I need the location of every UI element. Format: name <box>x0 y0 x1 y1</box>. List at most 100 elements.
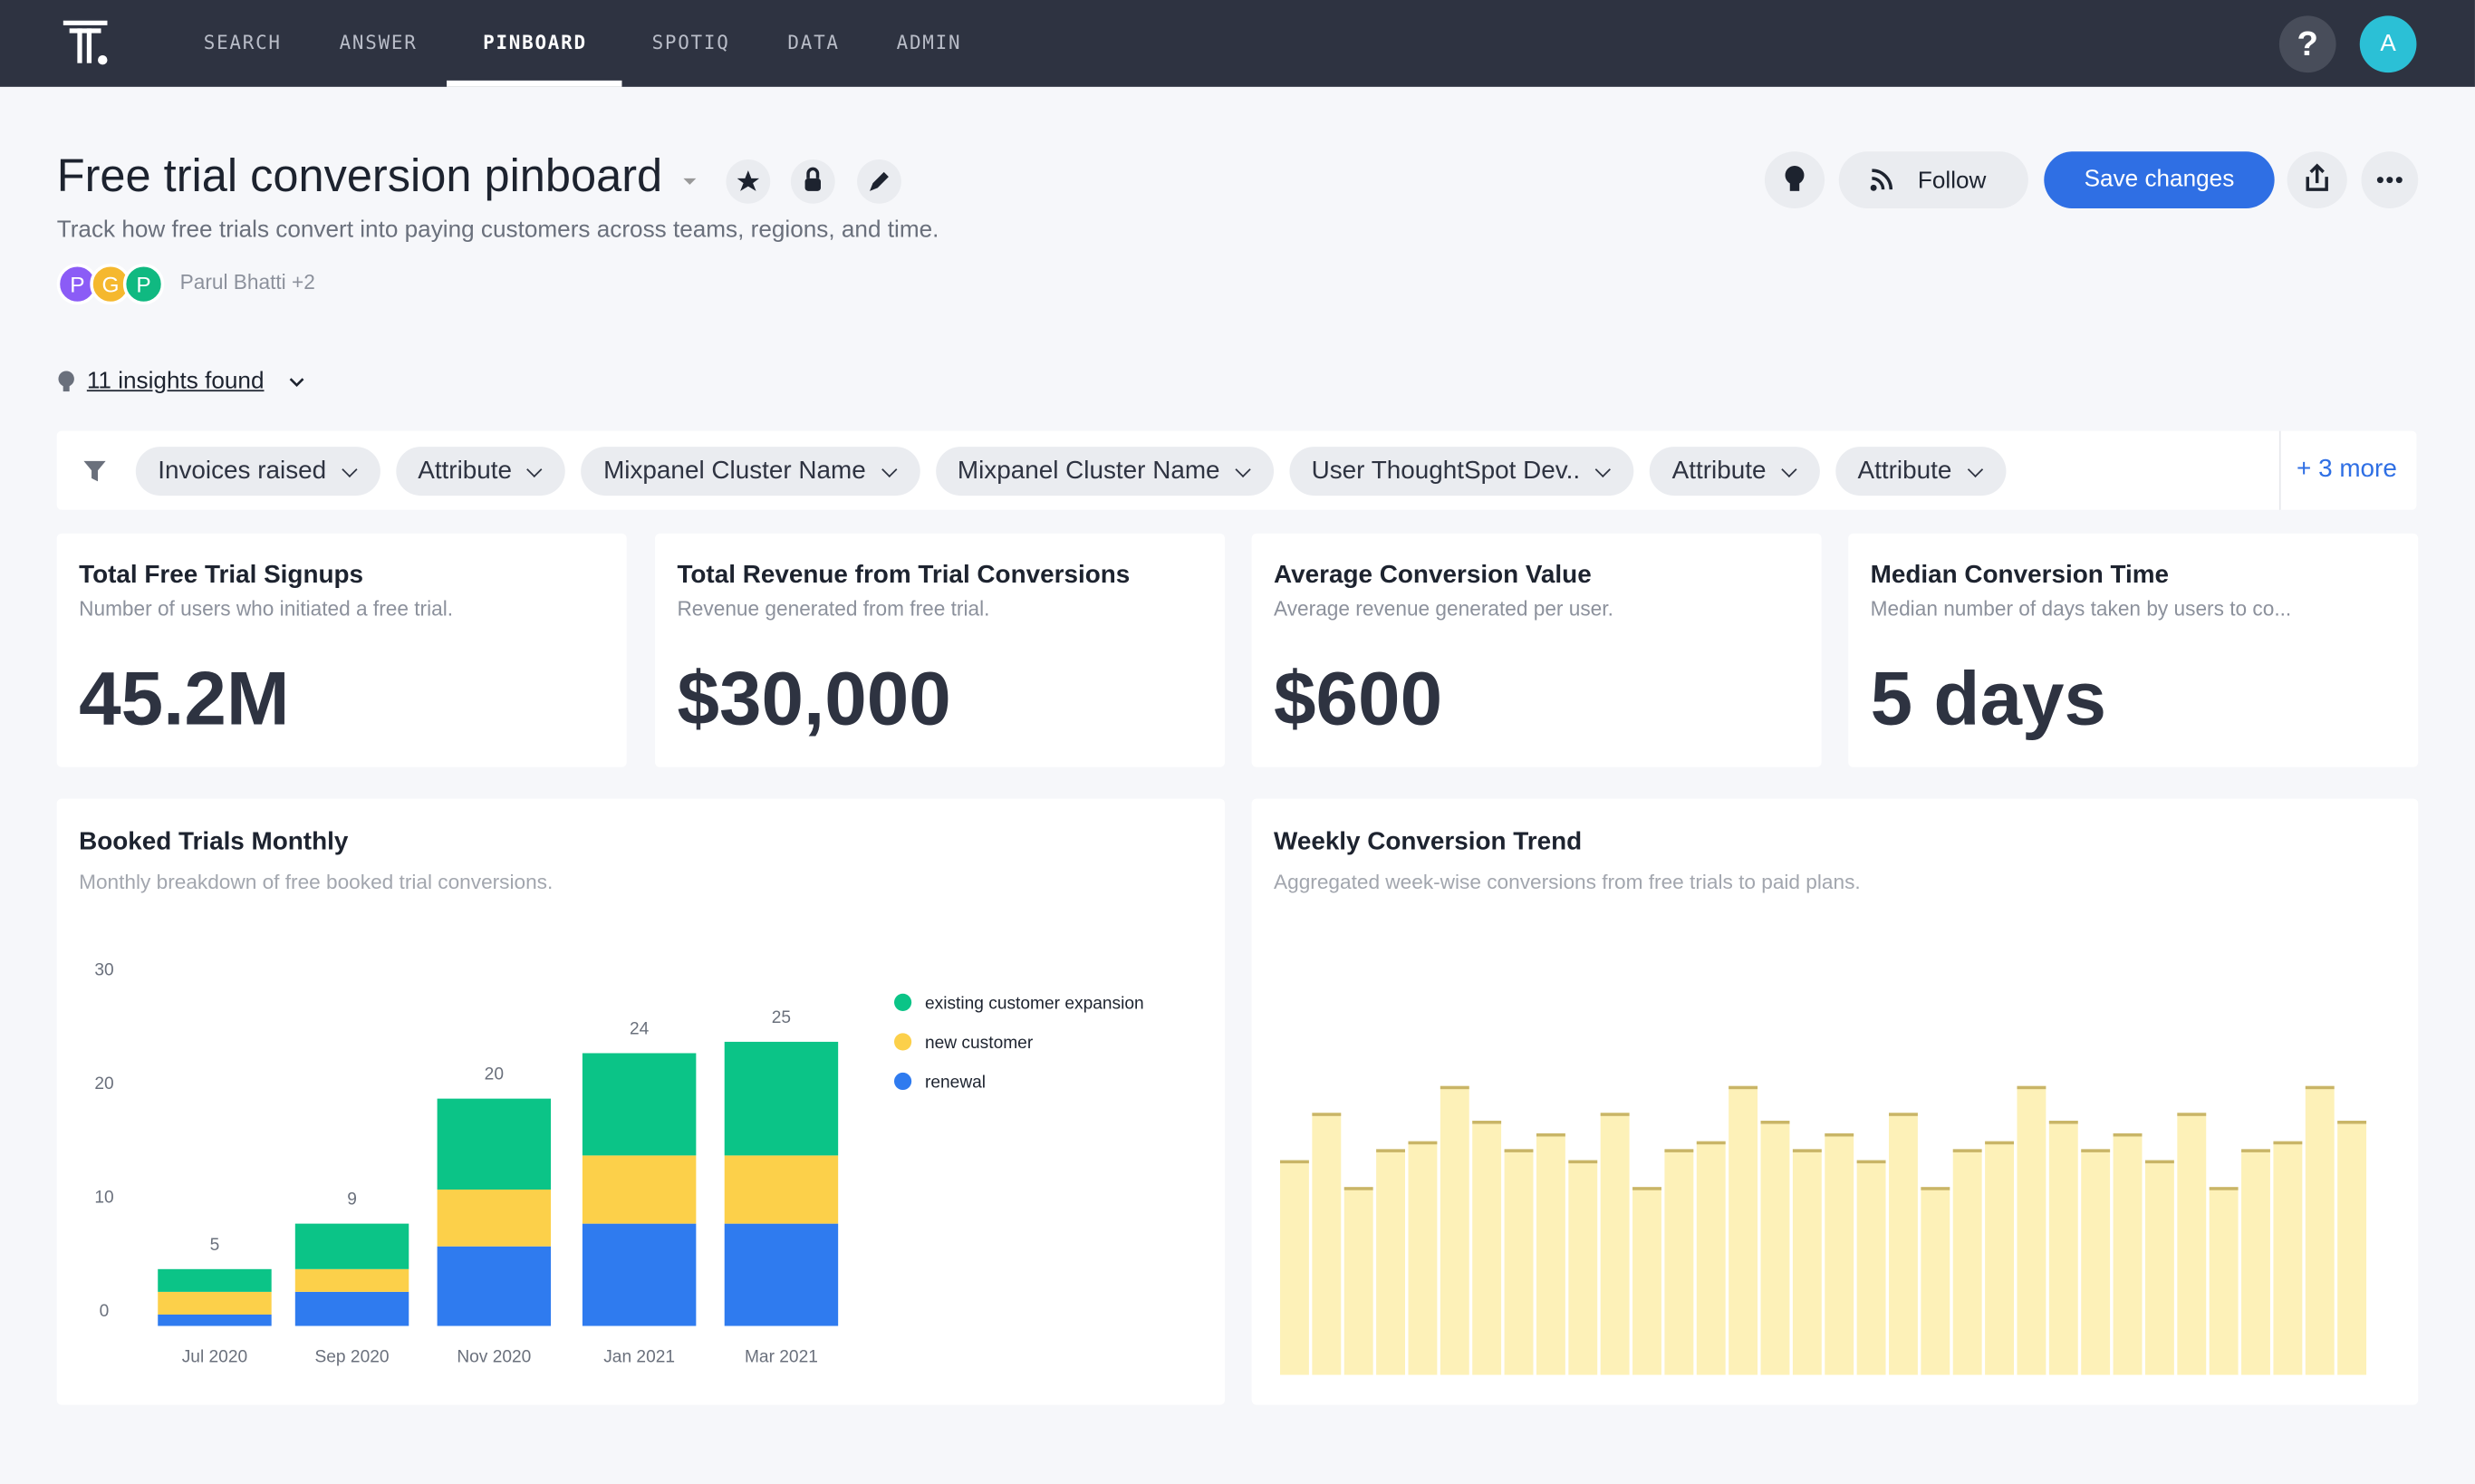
nav-item[interactable]: ADMIN <box>896 31 962 54</box>
y-tick-label: 0 <box>100 1302 110 1321</box>
share-button[interactable] <box>2287 151 2347 208</box>
filter-chip[interactable]: Attribute <box>1650 447 1820 496</box>
nav-item[interactable]: DATA <box>787 31 840 54</box>
total-label: 9 <box>347 1190 357 1209</box>
help-button[interactable]: ? <box>2278 15 2336 73</box>
filter-chip[interactable]: Mixpanel Cluster Name <box>581 447 920 496</box>
pinboard-title: Free trial conversion pinboard <box>56 151 663 203</box>
legend-swatch <box>894 1072 912 1091</box>
y-tick-label: 30 <box>94 961 113 980</box>
bar-cap <box>2337 1121 2367 1124</box>
bar-cap <box>2081 1149 2111 1152</box>
bar-cap <box>1536 1132 1565 1137</box>
x-tick-label: Nov 2020 <box>457 1348 531 1367</box>
bar <box>1376 1149 1405 1375</box>
bar <box>2177 1113 2207 1375</box>
bar <box>2113 1132 2143 1375</box>
filter-chip[interactable]: Attribute <box>1835 447 2006 496</box>
pinboard-description: Track how free trials convert into payin… <box>56 216 939 244</box>
bar-segment <box>724 1155 839 1224</box>
more-button[interactable] <box>2361 151 2419 208</box>
top-nav: ? A SEARCH ANSWER PINBOARD SPOTIQ DATA ADMIN <box>0 0 2475 87</box>
chart-title: Booked Trials Monthly <box>79 826 349 854</box>
bar-cap <box>2177 1113 2207 1116</box>
filter-icon[interactable] <box>83 460 106 482</box>
nav-item[interactable]: ANSWER <box>339 31 418 54</box>
bar <box>2048 1121 2078 1375</box>
kpi-card: Median Conversion Time Median number of d… <box>1848 533 2419 767</box>
bar-segment <box>294 1291 409 1326</box>
filter-chip[interactable]: User ThoughtSpot Dev.. <box>1289 447 1634 496</box>
title-dropdown[interactable] <box>683 178 697 185</box>
bar <box>1408 1141 1438 1375</box>
bar-cap <box>2273 1141 2303 1145</box>
legend-swatch <box>894 993 912 1011</box>
kpi-title: Total Free Trial Signups <box>79 562 364 589</box>
bar-cap <box>2017 1085 2046 1090</box>
chart-card: Weekly Conversion Trend Aggregated week-w… <box>1251 798 2419 1405</box>
kpi-description: Number of users who initiated a free tri… <box>79 596 454 621</box>
filter-bar: + 3 more Invoices raised Attribute Mixpane… <box>56 430 2417 510</box>
bar-cap <box>2209 1187 2239 1190</box>
nav-item[interactable]: SEARCH <box>203 31 282 54</box>
logo[interactable] <box>63 20 114 68</box>
filter-chip[interactable]: Attribute <box>395 447 566 496</box>
bar <box>2305 1085 2335 1375</box>
kpi-description: Average revenue generated per user. <box>1274 596 1613 621</box>
insights-link[interactable]: 11 insights found <box>86 367 265 395</box>
kpi-card: Total Revenue from Trial Conversions Reve… <box>655 533 1226 767</box>
bar <box>2144 1160 2174 1375</box>
kpi-card: Average Conversion Value Average revenue … <box>1251 533 1822 767</box>
user-avatar[interactable]: A <box>2359 15 2417 73</box>
filter-chip[interactable]: Mixpanel Cluster Name <box>935 447 1274 496</box>
bar-segment <box>724 1041 839 1156</box>
bar <box>1440 1085 1469 1375</box>
bar <box>1504 1149 1534 1375</box>
bar <box>2209 1187 2239 1375</box>
total-label: 25 <box>772 1008 791 1027</box>
bar-segment <box>582 1223 697 1326</box>
total-label: 20 <box>485 1065 504 1084</box>
bar-cap <box>1440 1085 1469 1090</box>
bar <box>2337 1121 2367 1375</box>
bar-cap <box>1921 1187 1950 1190</box>
bar <box>2241 1149 2270 1375</box>
bar <box>1664 1149 1694 1375</box>
nav-item[interactable]: PINBOARD <box>483 31 587 54</box>
bar-cap <box>1952 1149 1982 1152</box>
bar-cap <box>1696 1141 1726 1145</box>
follow-button[interactable]: Follow <box>1838 151 2028 208</box>
bar-cap <box>1760 1121 1790 1124</box>
bar <box>1536 1132 1565 1375</box>
bar-segment <box>437 1189 552 1247</box>
nav-item[interactable]: SPOTIQ <box>651 31 730 54</box>
bar-segment <box>582 1155 697 1224</box>
kpi-description: Median number of days taken by users to … <box>1870 596 2292 621</box>
save-button[interactable]: Save changes <box>2044 151 2275 208</box>
bar <box>1985 1141 2015 1375</box>
bar-cap <box>1729 1085 1758 1090</box>
bar-segment <box>437 1246 552 1326</box>
bar-segment <box>582 1053 697 1156</box>
bar-cap <box>2241 1149 2270 1152</box>
bar-segment <box>294 1268 409 1292</box>
bar-segment <box>158 1314 272 1326</box>
insight-button[interactable] <box>1764 151 1825 208</box>
insight-icon <box>58 371 74 392</box>
chart-subtitle: Monthly breakdown of free booked trial c… <box>79 871 553 893</box>
bar <box>2273 1141 2303 1375</box>
filter-chip[interactable]: Invoices raised <box>135 447 380 496</box>
more-filters[interactable]: + 3 more <box>2297 456 2397 484</box>
y-tick-label: 20 <box>94 1074 113 1094</box>
nav-active-underline <box>447 80 622 87</box>
x-tick-label: Jan 2021 <box>603 1348 675 1367</box>
kpi-value: $600 <box>1274 658 1443 742</box>
insights-caret[interactable] <box>287 372 306 391</box>
chart-subtitle: Aggregated week-wise conversions from fr… <box>1274 871 1861 893</box>
x-tick-label: Sep 2020 <box>315 1348 390 1367</box>
x-tick-label: Mar 2021 <box>745 1348 818 1367</box>
bar <box>1343 1187 1373 1375</box>
follow-label: Follow <box>1917 167 1987 195</box>
bar <box>1792 1149 1822 1375</box>
